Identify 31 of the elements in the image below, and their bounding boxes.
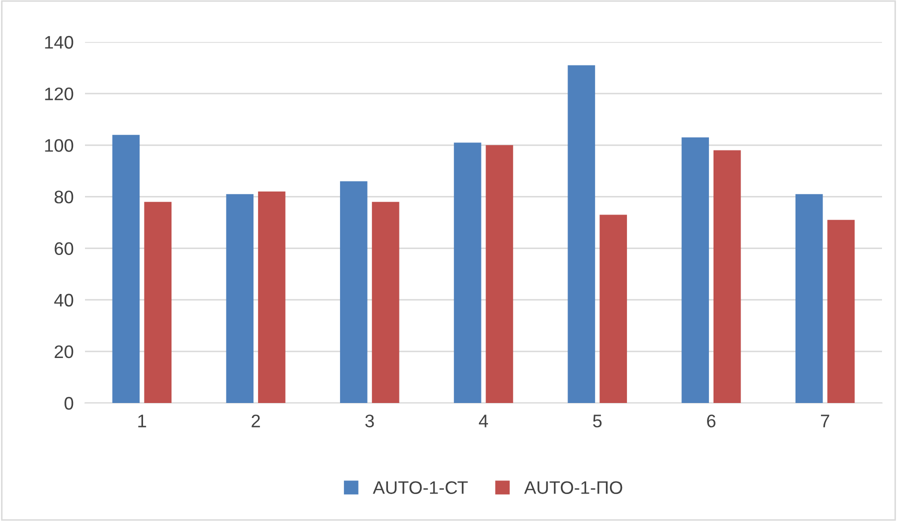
bar	[682, 137, 709, 403]
y-tick-label: 20	[54, 345, 74, 358]
legend-label: AUTO-1-ПО	[524, 481, 622, 494]
y-tick-label: 40	[54, 294, 74, 307]
bar	[112, 134, 140, 403]
x-tick-label: 4	[478, 414, 488, 428]
y-tick-label: 0	[64, 396, 74, 410]
x-tick-label: 6	[707, 414, 716, 428]
bar	[340, 181, 368, 403]
x-tick-label: 2	[252, 414, 260, 428]
bar	[144, 202, 172, 403]
bar	[258, 192, 286, 403]
x-tick-label: 7	[820, 414, 830, 428]
bar	[372, 202, 400, 403]
bar	[827, 220, 855, 403]
legend-label: AUTO-1-СТ	[372, 481, 468, 494]
y-tick-label: 60	[54, 242, 74, 256]
bar	[454, 142, 482, 403]
bar	[486, 145, 514, 403]
bar	[226, 194, 254, 403]
bar	[568, 65, 596, 403]
y-tick-label: 80	[54, 190, 74, 204]
x-tick-label: 5	[593, 414, 602, 428]
bar	[713, 150, 741, 403]
y-tick-label: 120	[45, 88, 74, 100]
bar	[600, 214, 627, 403]
bar	[795, 194, 823, 403]
x-tick-label: 1	[138, 414, 146, 428]
y-tick-label: 140	[45, 36, 74, 49]
y-tick-label: 100	[45, 139, 74, 152]
x-tick-label: 3	[365, 414, 374, 428]
